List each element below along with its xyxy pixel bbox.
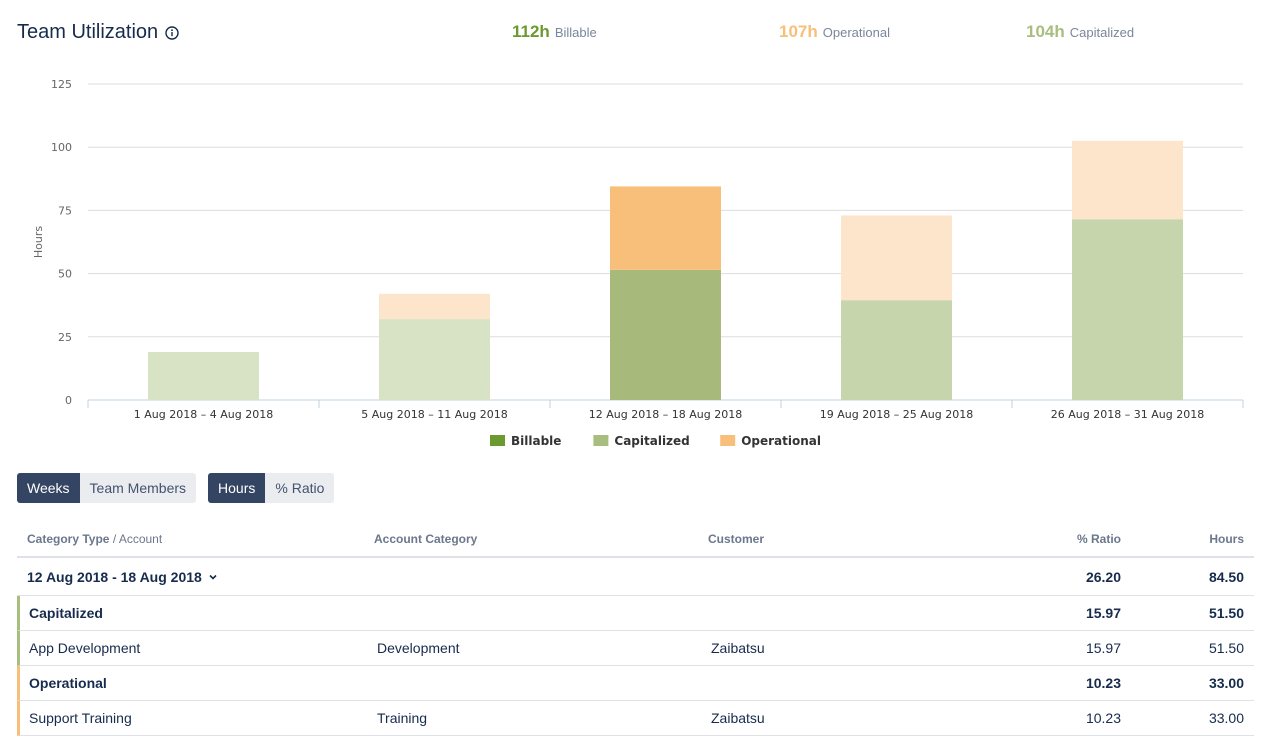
view-toggles: Weeks Team Members Hours % Ratio bbox=[17, 473, 346, 503]
account-hours: 51.50 bbox=[1208, 640, 1244, 656]
table-header: Category Type / Account Account Category… bbox=[17, 522, 1254, 558]
category-hours: 51.50 bbox=[1208, 605, 1244, 621]
bar-operational-3[interactable] bbox=[841, 215, 952, 301]
hours-button[interactable]: Hours bbox=[208, 473, 266, 503]
y-tick-label: 25 bbox=[58, 331, 72, 344]
legend-label-capitalized[interactable]: Capitalized bbox=[614, 434, 689, 448]
stat-capitalized: 104h Capitalized bbox=[1026, 22, 1134, 42]
stat-label: Capitalized bbox=[1069, 25, 1135, 40]
stat-billable: 112h Billable bbox=[512, 22, 597, 42]
chevron-down-icon[interactable] bbox=[208, 572, 218, 582]
bar-operational-1[interactable] bbox=[379, 293, 490, 320]
category-hours: 33.00 bbox=[1208, 675, 1244, 691]
account-ratio: 15.97 bbox=[1085, 640, 1121, 656]
week-group-row[interactable]: 12 Aug 2018 - 18 Aug 2018 26.20 84.50 bbox=[17, 558, 1254, 596]
account-name: App Development bbox=[29, 640, 141, 656]
y-tick-label: 125 bbox=[51, 78, 72, 91]
legend-swatch-operational bbox=[720, 435, 736, 446]
page-title: Team Utilization bbox=[17, 21, 179, 44]
x-tick-label: 26 Aug 2018 – 31 Aug 2018 bbox=[1051, 408, 1204, 421]
week-group-text: 12 Aug 2018 - 18 Aug 2018 bbox=[27, 568, 202, 585]
category-name: Capitalized bbox=[29, 605, 103, 621]
category-row-capitalized: Capitalized 15.97 51.50 bbox=[17, 596, 1254, 631]
bar-operational-4[interactable] bbox=[1072, 140, 1183, 220]
stat-value: 112h bbox=[512, 22, 550, 41]
account-customer: Zaibatsu bbox=[711, 640, 765, 656]
utilization-chart: 0 25 50 75 100 125 Hours 1 Aug 2018 – 4 Aug 201… bbox=[32, 78, 1244, 448]
x-tick-label: 12 Aug 2018 – 18 Aug 2018 bbox=[589, 408, 742, 421]
y-tick-label: 0 bbox=[65, 394, 72, 407]
weeks-button[interactable]: Weeks bbox=[17, 473, 80, 503]
account-name: Support Training bbox=[29, 710, 132, 726]
legend-swatch-capitalized bbox=[593, 435, 609, 446]
account-hours: 33.00 bbox=[1208, 710, 1244, 726]
header-account-label: / Account bbox=[112, 532, 163, 546]
y-axis-label: Hours bbox=[32, 226, 45, 258]
x-tick-label: 1 Aug 2018 – 4 Aug 2018 bbox=[134, 408, 273, 421]
x-tick-label: 19 Aug 2018 – 25 Aug 2018 bbox=[820, 408, 973, 421]
header-account-category[interactable]: Account Category bbox=[374, 532, 478, 546]
account-row: App Development Development Zaibatsu 15.… bbox=[17, 631, 1254, 666]
x-tick-label: 5 Aug 2018 – 11 Aug 2018 bbox=[361, 408, 507, 421]
header-category-type-label: Category Type bbox=[27, 532, 110, 546]
account-ratio: 10.23 bbox=[1085, 710, 1121, 726]
team-members-button[interactable]: Team Members bbox=[79, 473, 197, 503]
header: Team Utilization 112h Billable 107h Oper… bbox=[0, 0, 1269, 60]
category-row-operational: Operational 10.23 33.00 bbox=[17, 666, 1254, 701]
header-category-type[interactable]: Category Type / Account bbox=[27, 522, 162, 556]
bar-capitalized-1[interactable] bbox=[379, 319, 490, 400]
group-by-toggle: Weeks Team Members bbox=[17, 473, 197, 503]
bar-capitalized-3[interactable] bbox=[841, 300, 952, 400]
legend-label-billable[interactable]: Billable bbox=[511, 434, 561, 448]
header-customer[interactable]: Customer bbox=[708, 532, 765, 546]
week-group-hours: 84.50 bbox=[1208, 568, 1244, 585]
stat-label: Operational bbox=[822, 25, 890, 40]
header-hours[interactable]: Hours bbox=[1209, 532, 1244, 546]
y-tick-label: 50 bbox=[58, 268, 72, 281]
header-ratio[interactable]: % Ratio bbox=[1076, 532, 1121, 546]
account-row: Support Training Training Zaibatsu 10.23… bbox=[17, 701, 1254, 736]
utilization-table: Category Type / Account Account Category… bbox=[17, 522, 1254, 736]
stat-label: Billable bbox=[554, 25, 597, 40]
stat-value: 107h bbox=[779, 22, 818, 41]
week-group-ratio: 26.20 bbox=[1085, 568, 1121, 585]
category-ratio: 10.23 bbox=[1085, 675, 1121, 691]
y-tick-label: 100 bbox=[51, 141, 72, 154]
stat-value: 104h bbox=[1026, 22, 1065, 41]
bar-capitalized-0[interactable] bbox=[148, 351, 259, 400]
legend-swatch-billable bbox=[490, 435, 505, 446]
category-name: Operational bbox=[29, 675, 107, 691]
account-category: Training bbox=[377, 710, 428, 726]
stat-operational: 107h Operational bbox=[779, 22, 890, 42]
ratio-button[interactable]: % Ratio bbox=[265, 473, 335, 503]
bar-capitalized-4[interactable] bbox=[1072, 219, 1183, 400]
info-icon[interactable] bbox=[165, 25, 179, 40]
y-tick-label: 75 bbox=[58, 204, 72, 217]
page-title-text: Team Utilization bbox=[17, 21, 159, 43]
legend-label-operational[interactable]: Operational bbox=[741, 434, 821, 448]
bar-capitalized-2[interactable] bbox=[610, 269, 721, 400]
category-ratio: 15.97 bbox=[1085, 605, 1121, 621]
account-customer: Zaibatsu bbox=[711, 710, 765, 726]
bar-operational-2[interactable] bbox=[610, 186, 721, 270]
measure-toggle: Hours % Ratio bbox=[208, 473, 335, 503]
account-category: Development bbox=[377, 640, 460, 656]
week-group-label: 12 Aug 2018 - 18 Aug 2018 bbox=[27, 558, 218, 595]
